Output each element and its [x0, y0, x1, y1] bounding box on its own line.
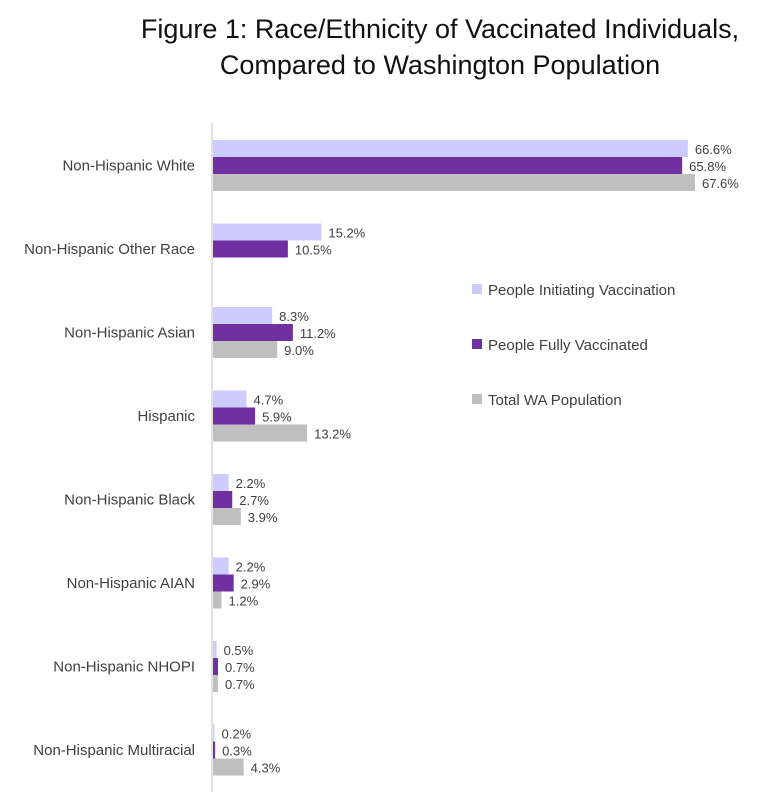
legend-swatch-people-initiating-vaccination	[472, 284, 482, 294]
chart-title: Figure 1: Race/Ethnicity of Vaccinated I…	[140, 14, 740, 44]
data-label-people-initiating-vaccination-non-hispanic-aian: 2.2%	[236, 560, 266, 575]
data-label-people-fully-vaccinated-hispanic: 5.9%	[262, 410, 292, 425]
bar-people-initiating-vaccination-non-hispanic-multiracial	[213, 724, 215, 742]
bar-total-wa-population-non-hispanic-asian	[213, 341, 278, 358]
data-label-total-wa-population-hispanic: 13.2%	[314, 427, 351, 442]
bar-people-initiating-vaccination-non-hispanic-nhopi	[213, 641, 217, 658]
data-label-people-fully-vaccinated-non-hispanic-nhopi: 0.7%	[225, 660, 255, 675]
category-label-non-hispanic-white: Non-Hispanic White	[62, 158, 195, 175]
bar-people-initiating-vaccination-hispanic	[213, 390, 247, 408]
data-label-total-wa-population-non-hispanic-aian: 1.2%	[229, 594, 259, 609]
bar-total-wa-population-non-hispanic-aian	[213, 591, 222, 609]
data-label-total-wa-population-non-hispanic-black: 3.9%	[248, 510, 278, 525]
chart-subtitle: Compared to Washington Population	[219, 50, 661, 80]
bar-people-fully-vaccinated-non-hispanic-black	[213, 491, 233, 508]
bar-people-initiating-vaccination-non-hispanic-black	[213, 474, 229, 491]
bar-people-fully-vaccinated-non-hispanic-aian	[213, 574, 234, 592]
legend-label-people-fully-vaccinated: People Fully Vaccinated	[488, 337, 648, 354]
category-label-non-hispanic-black: Non-Hispanic Black	[64, 492, 195, 509]
data-label-people-fully-vaccinated-non-hispanic-aian: 2.9%	[241, 577, 271, 592]
data-label-people-initiating-vaccination-non-hispanic-white: 66.6%	[695, 142, 732, 157]
data-label-people-initiating-vaccination-non-hispanic-asian: 8.3%	[279, 309, 309, 324]
bar-total-wa-population-non-hispanic-multiracial	[213, 758, 244, 776]
bar-people-fully-vaccinated-non-hispanic-multiracial	[213, 741, 216, 759]
legend-swatch-total-wa-population	[472, 394, 482, 404]
category-label-non-hispanic-asian: Non-Hispanic Asian	[64, 325, 195, 342]
legend-label-people-initiating-vaccination: People Initiating Vaccination	[488, 282, 675, 299]
bar-people-initiating-vaccination-non-hispanic-other-race	[213, 223, 322, 241]
data-label-people-fully-vaccinated-non-hispanic-white: 65.8%	[689, 159, 726, 174]
data-label-people-fully-vaccinated-non-hispanic-black: 2.7%	[239, 493, 269, 508]
data-label-total-wa-population-non-hispanic-multiracial: 4.3%	[251, 761, 281, 776]
bar-total-wa-population-non-hispanic-white	[213, 174, 695, 191]
bar-total-wa-population-non-hispanic-black	[213, 508, 241, 525]
category-label-non-hispanic-multiracial: Non-Hispanic Multiracial	[33, 742, 195, 759]
bar-people-fully-vaccinated-non-hispanic-asian	[213, 324, 293, 341]
data-label-people-fully-vaccinated-non-hispanic-multiracial: 0.3%	[222, 744, 252, 759]
legend-swatch-people-fully-vaccinated	[472, 339, 482, 349]
data-label-people-initiating-vaccination-non-hispanic-black: 2.2%	[236, 476, 266, 491]
data-label-total-wa-population-non-hispanic-white: 67.6%	[702, 176, 739, 191]
data-label-people-fully-vaccinated-non-hispanic-asian: 11.2%	[300, 326, 336, 341]
category-label-non-hispanic-aian: Non-Hispanic AIAN	[67, 575, 195, 592]
bar-people-initiating-vaccination-non-hispanic-aian	[213, 557, 229, 575]
bar-people-fully-vaccinated-non-hispanic-nhopi	[213, 658, 218, 675]
data-label-total-wa-population-non-hispanic-asian: 9.0%	[284, 343, 314, 358]
category-label-non-hispanic-nhopi: Non-Hispanic NHOPI	[53, 659, 195, 676]
bar-total-wa-population-non-hispanic-nhopi	[213, 675, 218, 692]
data-label-people-fully-vaccinated-non-hispanic-other-race: 10.5%	[295, 243, 332, 258]
data-label-people-initiating-vaccination-hispanic: 4.7%	[254, 393, 284, 408]
bar-people-fully-vaccinated-hispanic	[213, 407, 256, 425]
bar-people-initiating-vaccination-non-hispanic-asian	[213, 307, 273, 324]
data-label-total-wa-population-non-hispanic-nhopi: 0.7%	[225, 677, 255, 692]
legend-label-total-wa-population: Total WA Population	[488, 392, 622, 409]
bar-people-initiating-vaccination-non-hispanic-white	[213, 140, 688, 157]
category-label-non-hispanic-other-race: Non-Hispanic Other Race	[24, 241, 195, 258]
data-label-people-initiating-vaccination-non-hispanic-multiracial: 0.2%	[222, 727, 252, 742]
bar-people-fully-vaccinated-non-hispanic-white	[213, 157, 683, 174]
bar-total-wa-population-hispanic	[213, 424, 308, 442]
data-label-people-initiating-vaccination-non-hispanic-other-race: 15.2%	[328, 226, 365, 241]
category-label-hispanic: Hispanic	[137, 408, 195, 425]
bar-people-fully-vaccinated-non-hispanic-other-race	[213, 240, 288, 258]
data-label-people-initiating-vaccination-non-hispanic-nhopi: 0.5%	[224, 643, 254, 658]
